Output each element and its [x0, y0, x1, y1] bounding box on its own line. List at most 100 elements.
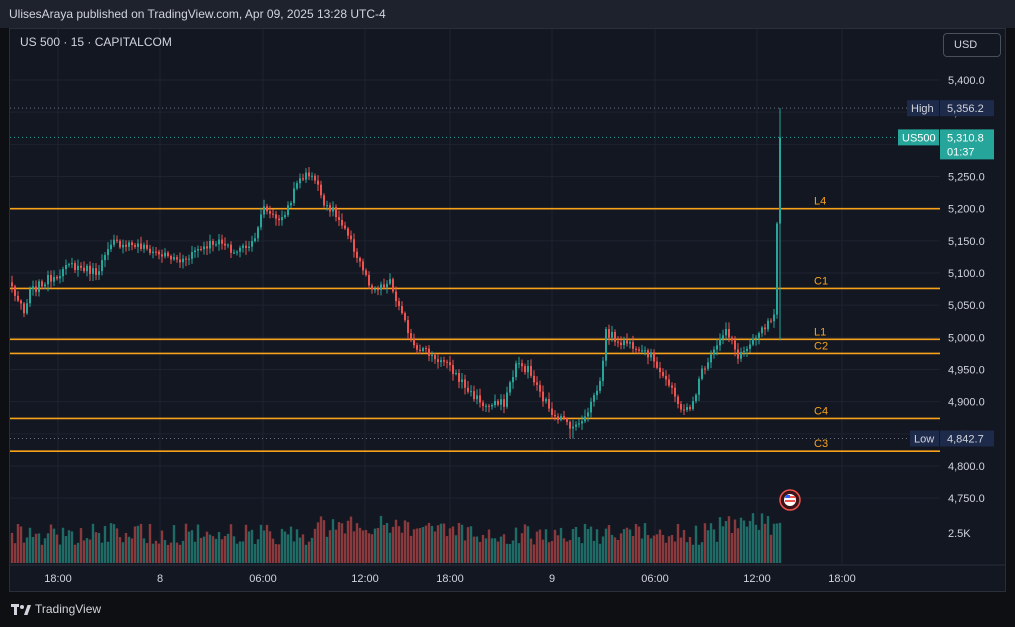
candle-body [47, 274, 49, 285]
volume-bar [661, 534, 665, 563]
volume-bar [322, 520, 326, 563]
economic-event-marker[interactable] [779, 489, 801, 511]
candle-body [605, 328, 607, 361]
volume-bar [715, 541, 719, 563]
candle-body [215, 244, 217, 246]
volume-bar [121, 542, 125, 563]
candle-body [746, 348, 748, 352]
candle-body [224, 243, 226, 246]
volume-bar [373, 528, 377, 563]
currency-button[interactable]: USD [943, 33, 1001, 57]
volume-bar [640, 538, 644, 563]
candle-body [515, 363, 517, 378]
candle-body [572, 426, 574, 429]
volume-bar [481, 534, 485, 563]
candle-body [566, 418, 568, 422]
volume-bar [211, 536, 215, 563]
candle-body [41, 281, 43, 287]
volume-bar [703, 523, 707, 563]
grid [10, 29, 1005, 566]
volume-bar [490, 538, 494, 563]
volume-bar [505, 543, 509, 563]
volume-bar [157, 543, 161, 563]
candle-body [737, 349, 739, 359]
volume-bar [70, 531, 74, 563]
volume-bar [460, 524, 464, 563]
volume-bar [325, 536, 329, 563]
level-label-l4: L4 [814, 196, 826, 208]
candle-body [248, 246, 250, 248]
symbol-label[interactable]: US 500 · 15 · CAPITALCOM [20, 35, 172, 49]
volume-bar [400, 532, 404, 563]
volume-bar [478, 541, 482, 563]
volume-bar [115, 528, 119, 563]
volume-bar [334, 529, 338, 563]
candle-body [116, 239, 118, 241]
candle-body [731, 337, 733, 341]
candle-body [263, 206, 265, 215]
candle-body [269, 211, 271, 214]
volume-bar [778, 522, 782, 563]
volume-bar [760, 513, 764, 563]
candle-body [437, 359, 439, 363]
volume-bar [82, 540, 86, 563]
candle-body [632, 342, 634, 349]
volume-bar [736, 528, 740, 563]
volume-bar [469, 526, 473, 563]
candle-body [623, 340, 625, 346]
volume-bar [91, 523, 95, 563]
candle-body [638, 349, 640, 351]
level-label-c1: C1 [814, 275, 828, 287]
candle-body [80, 265, 82, 268]
candle-body [173, 257, 175, 260]
volume-bar [544, 529, 548, 563]
candle-body [656, 361, 658, 368]
candle-body [410, 333, 412, 340]
volume-bar [589, 526, 593, 563]
volume-bar [103, 526, 107, 563]
volume-bar [64, 536, 68, 563]
volume-bar [178, 544, 182, 563]
candle-body [167, 252, 169, 257]
volume-bar [601, 536, 605, 563]
volume-bar [700, 542, 704, 563]
volume-bar [106, 541, 110, 563]
volume-bar [361, 530, 365, 563]
volume-bar [316, 522, 320, 563]
time-tick-label: 9 [549, 573, 555, 585]
volume-bar [199, 537, 203, 563]
candle-body [242, 245, 244, 248]
volume-bar [367, 533, 371, 563]
time-axis[interactable]: 18:00 8 06:00 12:00 18:00 9 06:00 12:00 18:00 [44, 573, 856, 585]
volume-bar [499, 536, 503, 563]
candle-body [188, 258, 190, 260]
volume-bar [328, 530, 332, 563]
volume-bar [646, 535, 650, 563]
volume-bar [142, 538, 146, 563]
volume-bar [412, 529, 416, 563]
volume-bar [232, 536, 236, 563]
time-tick-label: 06:00 [641, 573, 669, 585]
high-tag [907, 100, 939, 117]
support-resistance-levels[interactable]: L4 C1 L1 C2 C4 C3 [10, 196, 940, 453]
volume-bar [439, 523, 443, 563]
candle-body [155, 251, 157, 253]
candle-body [197, 248, 199, 251]
candle-body [395, 291, 397, 302]
volume-bar [22, 542, 26, 563]
candle-body [710, 354, 712, 363]
candle-body [749, 344, 751, 349]
candle-body [314, 175, 316, 181]
candle-body [641, 350, 643, 352]
candle-body [779, 137, 781, 224]
candle-body [14, 286, 16, 296]
volume-bar [484, 538, 488, 563]
candle-body [86, 265, 88, 272]
candle-body [65, 264, 67, 270]
volume-bar [679, 537, 683, 563]
high-value-tag [940, 100, 994, 117]
volume-bar [202, 536, 206, 563]
candle-body [158, 251, 160, 255]
candles[interactable] [11, 108, 781, 439]
